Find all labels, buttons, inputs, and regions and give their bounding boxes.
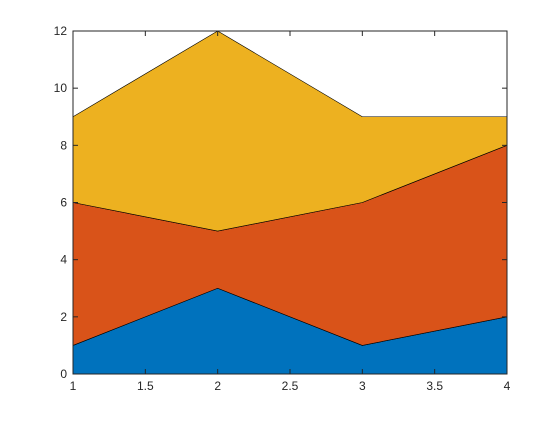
x-tick-label: 1 — [70, 379, 77, 393]
x-tick-label: 4 — [504, 379, 511, 393]
y-tick-label: 6 — [60, 196, 67, 210]
axes: 1 1.5 2 2.5 3 3.5 4 0 2 4 6 8 10 12 — [54, 24, 511, 393]
x-tick-label: 1.5 — [137, 379, 154, 393]
area-layers — [72, 30, 508, 375]
x-tick-label: 2 — [214, 379, 221, 393]
y-tick-label: 12 — [54, 24, 68, 38]
x-tick-label: 3 — [359, 379, 366, 393]
y-tick-label: 0 — [60, 367, 67, 381]
y-tick-label: 10 — [54, 81, 68, 95]
x-tick-label: 2.5 — [282, 379, 299, 393]
y-tick-label: 2 — [60, 310, 67, 324]
y-tick-label: 4 — [60, 253, 67, 267]
x-tick-label: 3.5 — [426, 379, 443, 393]
y-tick-label: 8 — [60, 138, 67, 152]
